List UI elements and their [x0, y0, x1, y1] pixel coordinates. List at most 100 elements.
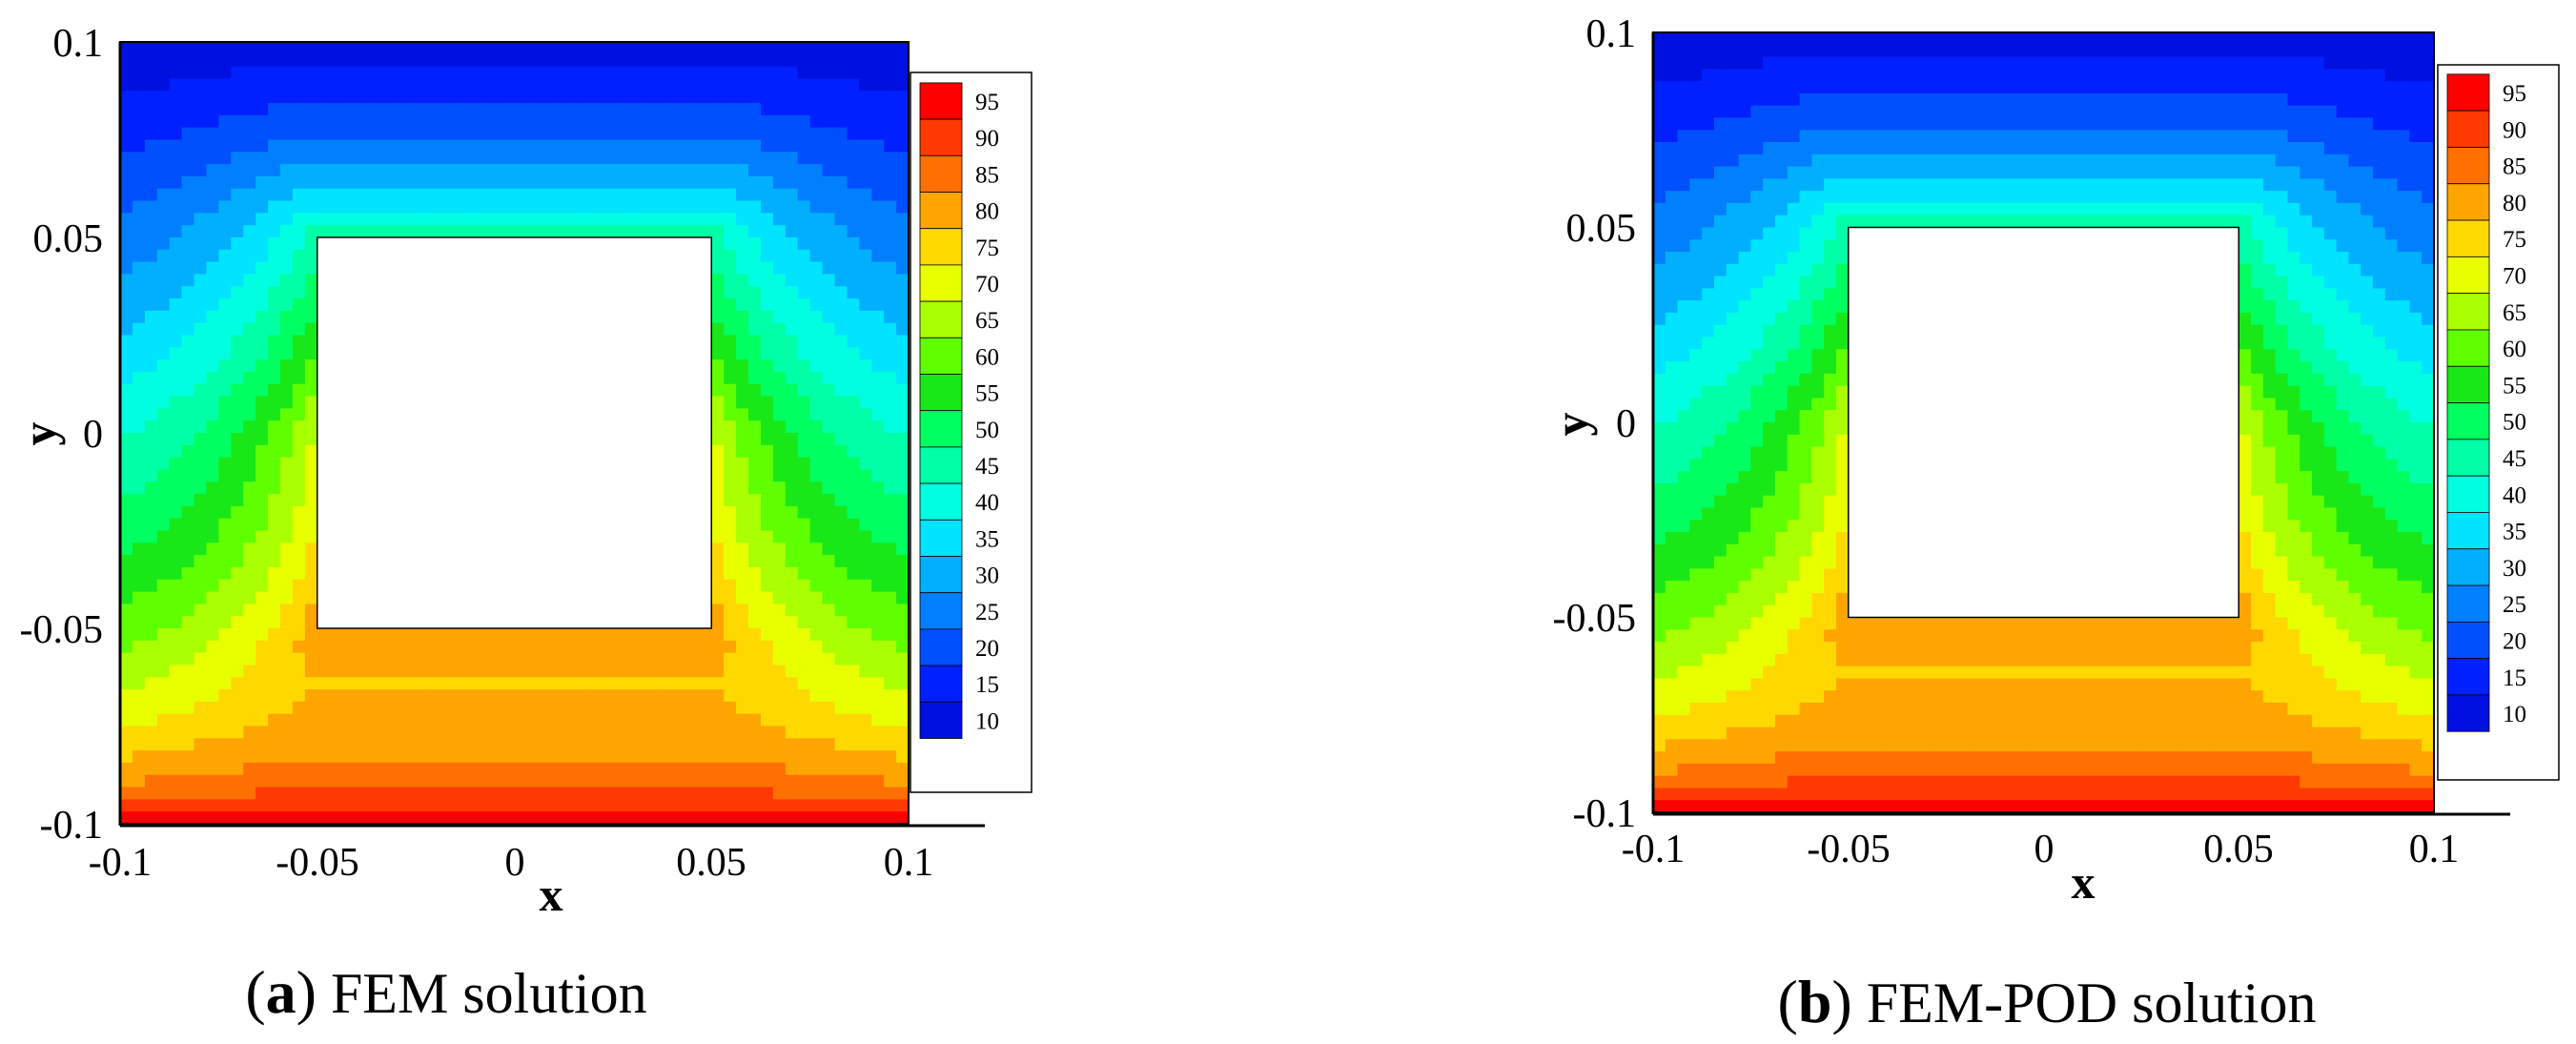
- contour-cell: [403, 640, 417, 654]
- contour-cell: [760, 726, 774, 739]
- contour-cell: [1763, 263, 1776, 277]
- contour-cell: [785, 188, 799, 202]
- contour-cell: [649, 91, 664, 104]
- contour-cell: [822, 689, 836, 703]
- contour-cell: [403, 78, 417, 92]
- contour-cell: [416, 66, 429, 80]
- contour-cell: [760, 505, 774, 520]
- contour-cell: [637, 139, 651, 153]
- contour-cell: [884, 628, 897, 642]
- contour-cell: [341, 738, 356, 751]
- contour-cell: [169, 420, 183, 434]
- contour-cell: [760, 591, 774, 604]
- contour-cell: [194, 433, 208, 446]
- contour-cell: [1738, 604, 1751, 619]
- contour-cell: [1653, 775, 1666, 789]
- contour-cell: [711, 78, 725, 92]
- contour-cell: [526, 689, 540, 703]
- contour-cell: [637, 103, 651, 116]
- contour-cell: [1689, 252, 1703, 265]
- contour-cell: [563, 200, 577, 214]
- contour-cell: [785, 494, 799, 507]
- contour-cell: [760, 420, 774, 434]
- contour-cell: [279, 713, 294, 727]
- contour-cell: [686, 787, 700, 800]
- contour-cell: [1787, 239, 1801, 253]
- contour-cell: [1738, 568, 1751, 582]
- contour-cell: [624, 640, 639, 654]
- contour-cell: [686, 726, 700, 739]
- contour-cell: [268, 408, 281, 421]
- contour-cell: [194, 566, 208, 581]
- contour-cell: [1689, 532, 1703, 545]
- contour-cell: [132, 444, 146, 459]
- contour-cell: [366, 188, 379, 202]
- contour-cell: [1702, 653, 1715, 667]
- contour-cell: [563, 152, 577, 165]
- contour-cell: [1750, 800, 1764, 812]
- contour-cell: [231, 518, 244, 532]
- contour-cell: [748, 298, 762, 312]
- contour-cell: [292, 689, 306, 703]
- contour-cell: [1689, 385, 1703, 399]
- contour-cell: [1763, 130, 1776, 143]
- contour-cell: [206, 261, 219, 276]
- contour-cell: [896, 286, 909, 299]
- contour-cell: [366, 152, 379, 165]
- contour-cell: [822, 652, 836, 666]
- contour-cell: [724, 66, 737, 80]
- contour-cell: [1713, 398, 1728, 411]
- contour-cell: [354, 701, 368, 715]
- contour-cell: [378, 689, 392, 703]
- contour-cell: [1811, 117, 1825, 131]
- contour-cell: [1726, 714, 1740, 728]
- contour-cell: [736, 665, 749, 678]
- contour-cell: [1763, 252, 1776, 265]
- contour-cell: [736, 408, 749, 421]
- contour-cell: [206, 371, 219, 385]
- contour-cell: [391, 726, 404, 739]
- contour-cell: [1738, 459, 1751, 472]
- contour-cell: [600, 665, 614, 678]
- contour-cell: [218, 91, 232, 104]
- contour-cell: [1689, 166, 1703, 179]
- contour-cell: [1653, 653, 1666, 667]
- contour-cell: [1713, 459, 1728, 472]
- contour-cell: [243, 286, 256, 299]
- contour-cell: [797, 298, 811, 312]
- contour-cell: [440, 78, 454, 92]
- contour-cell: [686, 103, 700, 116]
- contour-cell: [724, 652, 737, 666]
- contour-cell: [1750, 532, 1764, 545]
- contour-cell: [859, 701, 872, 715]
- contour-cell: [156, 164, 171, 177]
- contour-cell: [206, 127, 219, 141]
- contour-cell: [884, 213, 897, 226]
- contour-cell: [132, 152, 146, 165]
- contour-cell: [132, 628, 146, 642]
- contour-cell: [834, 628, 848, 642]
- contour-cell: [699, 774, 712, 788]
- contour-cell: [686, 78, 700, 92]
- contour-cell: [1774, 629, 1789, 643]
- contour-cell: [576, 66, 589, 80]
- y-ticks-a: 0.1 0.05 0 -0.05 -0.1: [20, 22, 104, 848]
- contour-cell: [724, 518, 737, 532]
- contour-cell: [144, 530, 158, 543]
- contour-cell: [588, 640, 602, 654]
- contour-cell: [292, 200, 306, 214]
- contour-cell: [1702, 788, 1715, 801]
- panel-a: -0.1 -0.05 0 0.05 0.1 0.1 0.05 0 -0.05 -…: [12, 22, 1032, 1026]
- contour-cell: [649, 774, 664, 788]
- contour-cell: [834, 66, 848, 80]
- contour-cell: [1665, 288, 1679, 301]
- contour-cell: [256, 726, 269, 739]
- legend-swatch: [919, 82, 963, 120]
- contour-cell: [378, 665, 392, 678]
- contour-cell: [797, 750, 811, 764]
- contour-cell: [279, 103, 294, 116]
- contour-cell: [1799, 32, 1812, 46]
- contour-cell: [304, 274, 318, 287]
- contour-cell: [526, 811, 540, 824]
- contour-cell: [366, 200, 379, 214]
